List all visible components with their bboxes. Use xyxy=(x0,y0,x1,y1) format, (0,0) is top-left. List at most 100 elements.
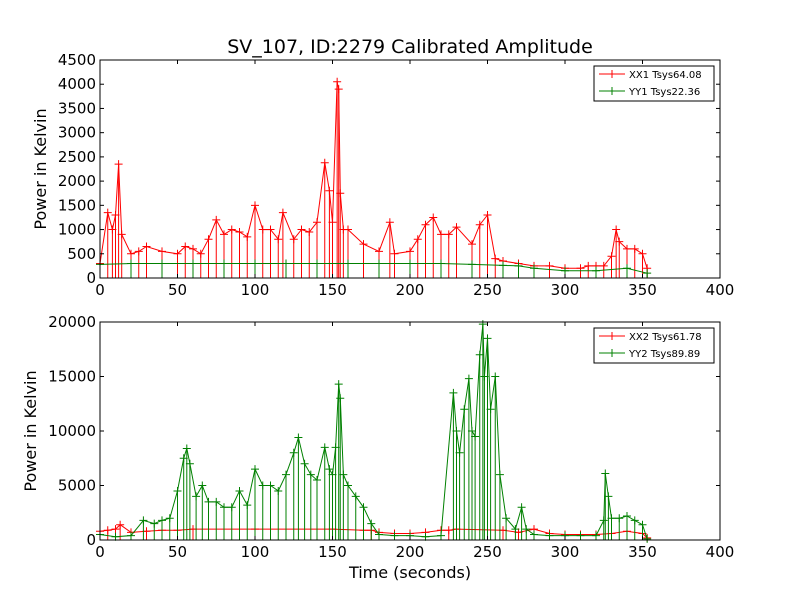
bottom-series-1-point xyxy=(331,443,340,452)
bottom-series-1-point xyxy=(502,514,511,523)
bottom-series-1-point xyxy=(212,497,221,506)
top-legend-marker-xx1 xyxy=(608,70,616,78)
bottom-series-1-point xyxy=(306,470,315,479)
bottom-series-1-point xyxy=(511,525,520,534)
bottom-series-1-point xyxy=(480,372,489,381)
bottom-series-1-point xyxy=(334,380,343,389)
bottom-series-1-point xyxy=(599,516,608,525)
bottom-series-0-point xyxy=(111,525,120,534)
top-series-0-point xyxy=(305,227,314,236)
top-series-1-point xyxy=(282,259,290,268)
bottom-legend-marker-xx2 xyxy=(608,332,616,340)
bottom-panel: 0 50 100 150 200 250 300 350 400 0 5000 10000 15000 2… xyxy=(21,313,734,582)
bottom-series-1-point xyxy=(282,470,290,479)
top-series-0-point xyxy=(334,85,343,94)
top-series-0-point xyxy=(220,230,228,239)
bottom-series-1-point xyxy=(165,514,174,523)
top-series-1-point xyxy=(344,259,352,268)
bottom-series-1-point xyxy=(266,481,275,490)
bottom-x-tick-label: 100 xyxy=(241,543,270,561)
bottom-series-1-point xyxy=(359,503,368,512)
bottom-ticks-layer: 0 50 100 150 200 250 300 350 400 0 5000 10000 15000 2… xyxy=(48,313,734,561)
bottom-series-1-point xyxy=(274,486,283,495)
top-series-0-point xyxy=(258,225,267,234)
top-series-0-point xyxy=(111,211,120,220)
top-series-1-point xyxy=(158,259,166,268)
top-series-0-point xyxy=(173,249,182,258)
bottom-series-1-point xyxy=(592,531,600,540)
top-series-0-point xyxy=(117,230,126,239)
top-series-0-point xyxy=(313,218,321,227)
bottom-series-1-point xyxy=(336,394,345,403)
top-x-tick-label: 300 xyxy=(551,281,580,299)
bottom-series-1-point xyxy=(182,444,191,453)
bottom-series-1-point xyxy=(220,503,228,512)
top-series-1-point xyxy=(189,259,197,268)
bottom-series-1-point xyxy=(258,481,267,490)
top-y-tick-label: 4500 xyxy=(58,51,96,69)
bottom-series-0-point xyxy=(103,526,112,535)
bottom-series-1-point xyxy=(601,469,610,478)
bottom-legend-label-xx2: XX2 Tsys61.78 xyxy=(629,332,702,343)
top-series-0-point xyxy=(491,254,500,263)
top-x-tick-label: 400 xyxy=(706,281,735,299)
top-series-0-point xyxy=(243,232,252,241)
bottom-series-1-point xyxy=(344,481,352,490)
top-ylabel: Power in Kelvin xyxy=(31,108,50,229)
bottom-series-1-point xyxy=(313,476,321,485)
top-y-tick-label: 2000 xyxy=(58,172,96,190)
top-series-1-point xyxy=(530,264,538,273)
bottom-series-1-point xyxy=(460,405,469,414)
top-series-0-point xyxy=(638,249,647,258)
bottom-legend-label-yy2: YY2 Tsys89.89 xyxy=(628,349,700,360)
bottom-series-0-point xyxy=(116,520,125,529)
bottom-series-1-point xyxy=(390,531,399,540)
bottom-series-1-point xyxy=(517,503,526,512)
bottom-plot-frame xyxy=(99,321,721,541)
bottom-series-1-point xyxy=(320,443,329,452)
top-series-0-point xyxy=(235,227,244,236)
bottom-series-1-point xyxy=(437,531,445,540)
top-legend-box xyxy=(593,65,715,102)
top-plot-frame xyxy=(99,59,721,279)
top-series-0-point xyxy=(158,247,166,256)
bottom-series-1-point xyxy=(150,519,159,528)
top-series-0-point xyxy=(274,235,283,244)
top-series-1-point xyxy=(499,261,507,270)
bottom-series-1-point xyxy=(243,501,252,510)
bottom-series-1-point xyxy=(204,497,213,506)
bottom-series-1-point xyxy=(449,388,458,397)
top-series-0-point xyxy=(475,220,484,229)
top-series-0-point xyxy=(599,261,608,270)
top-series-1-point xyxy=(514,261,523,270)
top-series-0-point xyxy=(444,230,453,239)
bottom-y-tick-label: 20000 xyxy=(48,313,96,331)
top-series-0-point xyxy=(437,230,445,239)
bottom-series-1-point xyxy=(111,532,120,541)
bottom-series-1-point xyxy=(643,534,652,543)
top-series-0-point xyxy=(289,235,298,244)
top-series-0-point xyxy=(344,225,352,234)
top-x-tick-label: 100 xyxy=(241,281,270,299)
bottom-series-1-point xyxy=(375,530,383,539)
bottom-series-1-point xyxy=(638,520,647,529)
top-series-0-point xyxy=(336,189,345,198)
top-series-0-point xyxy=(429,213,438,222)
bottom-series-1-point xyxy=(495,470,504,479)
top-y-tick-label: 0 xyxy=(86,269,96,287)
bottom-series-1-point xyxy=(289,448,298,457)
bottom-legend: XX2 Tsys61.78 YY2 Tsys89.89 xyxy=(593,327,715,364)
top-series-0-point xyxy=(189,244,197,253)
top-y-tick-label: 3500 xyxy=(58,99,96,117)
top-series-0-point xyxy=(413,235,422,244)
bottom-series-1-point xyxy=(192,492,201,501)
bottom-x-tick-label: 250 xyxy=(473,543,502,561)
bottom-y-tick-label: 0 xyxy=(86,531,96,549)
bottom-series-1-point xyxy=(421,532,430,541)
bottom-series-1-point xyxy=(468,427,476,435)
bottom-series-1-point xyxy=(294,433,303,442)
top-legend: XX1 Tsys64.08 YY1 Tsys22.36 xyxy=(593,65,715,102)
bottom-series-1-point xyxy=(604,492,613,501)
top-series-1-point xyxy=(623,264,631,273)
